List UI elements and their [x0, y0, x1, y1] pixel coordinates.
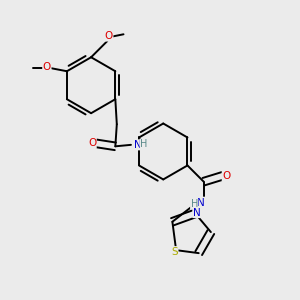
Text: S: S: [171, 247, 178, 256]
Text: O: O: [105, 31, 113, 41]
Text: O: O: [88, 138, 96, 148]
Text: N: N: [197, 198, 205, 208]
Text: H: H: [140, 139, 148, 149]
Text: O: O: [43, 62, 51, 72]
Text: N: N: [193, 208, 201, 218]
Text: N: N: [134, 140, 141, 150]
Text: O: O: [222, 171, 230, 181]
Text: H: H: [190, 199, 198, 209]
